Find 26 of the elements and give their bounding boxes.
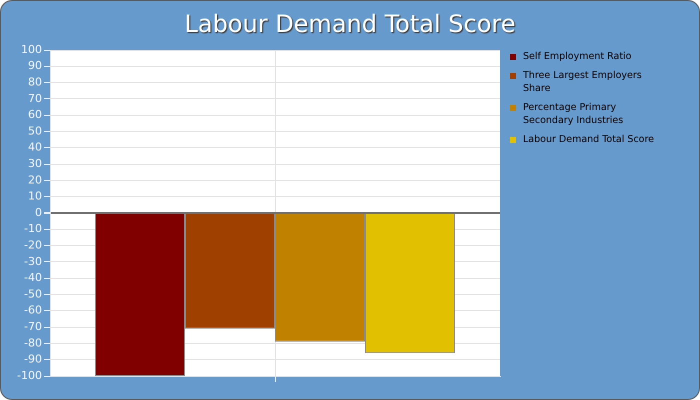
y-tick-label: -30 (24, 254, 42, 268)
y-tick-label: -100 (17, 368, 42, 382)
y-tick-label: 80 (28, 75, 42, 88)
y-tick-label: 50 (28, 124, 42, 138)
y-tick-label: -10 (24, 222, 42, 236)
chart-title: Labour Demand Total Score (183, 9, 516, 40)
y-tick-label: -80 (24, 336, 42, 350)
y-tick-label: -90 (24, 352, 42, 366)
legend-label: Self Employment Ratio (523, 50, 632, 63)
y-tick-label: 60 (28, 108, 42, 122)
legend-label: Three Largest Employers Share (523, 69, 643, 95)
y-tick-label: -60 (24, 304, 42, 317)
y-tick-label: -50 (24, 287, 42, 300)
y-tick-label: -40 (24, 271, 42, 284)
y-tick-label: 30 (28, 156, 42, 170)
y-tick-label: -20 (24, 238, 42, 252)
legend-label: Percentage Primary Secondary Industries (523, 101, 624, 127)
y-tick-label: -70 (24, 320, 42, 333)
legend-label: Labour Demand Total Score (523, 133, 654, 146)
y-tick-label: 40 (28, 140, 42, 154)
y-tick-label: 90 (28, 59, 42, 72)
y-tick-label: 20 (28, 173, 42, 186)
y-tick-label: 70 (28, 92, 42, 105)
y-tick-label: 0 (35, 206, 42, 219)
y-tick-label: 100 (21, 42, 42, 56)
y-tick-label: 10 (28, 190, 42, 203)
